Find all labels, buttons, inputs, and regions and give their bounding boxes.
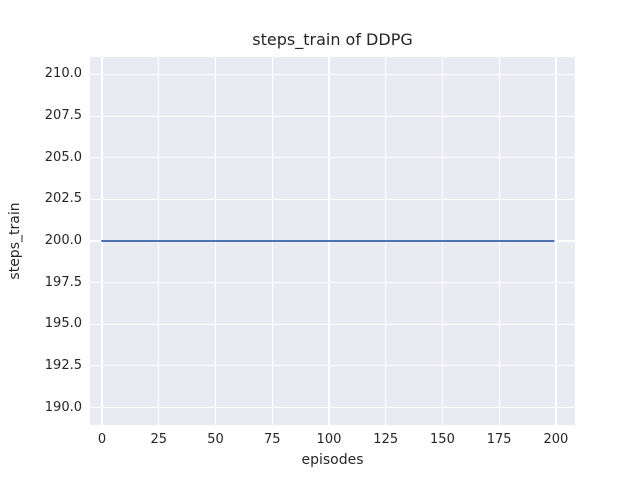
- y-gridline: [90, 365, 575, 367]
- y-tick-label: 190.0: [44, 399, 82, 415]
- x-tick-label: 0: [97, 432, 107, 447]
- y-gridline: [90, 323, 575, 325]
- y-gridline: [90, 73, 575, 76]
- y-tick-label: 195.0: [44, 316, 82, 332]
- y-gridline: [90, 198, 575, 200]
- y-gridline: [90, 115, 575, 117]
- x-tick-label: 75: [263, 432, 281, 447]
- x-axis-label: episodes: [301, 452, 364, 468]
- y-tick-label: 207.5: [44, 108, 82, 124]
- x-tick-label: 200: [543, 432, 569, 447]
- y-tick-label: 197.5: [44, 274, 82, 290]
- series-layer: [101, 240, 555, 242]
- x-tick-label: 25: [150, 432, 168, 447]
- x-tick-label: 50: [207, 432, 224, 447]
- chart-title: steps_train of DDPG: [252, 30, 413, 49]
- x-tick-label: 175: [486, 432, 512, 447]
- y-tick-label: 200.0: [44, 233, 82, 248]
- y-tick-label: 202.5: [44, 191, 82, 207]
- y-gridline: [90, 157, 575, 159]
- y-gridline: [90, 282, 575, 284]
- y-tick-label: 192.5: [44, 357, 82, 373]
- y-gridline: [90, 406, 575, 409]
- y-tick-label: 205.0: [44, 149, 82, 165]
- x-tick-label: 125: [373, 432, 399, 447]
- x-tick-label: 100: [316, 432, 342, 447]
- x-tick-label: 150: [430, 432, 455, 447]
- plot-area: [90, 57, 575, 425]
- y-tick-label: 210.0: [44, 66, 82, 82]
